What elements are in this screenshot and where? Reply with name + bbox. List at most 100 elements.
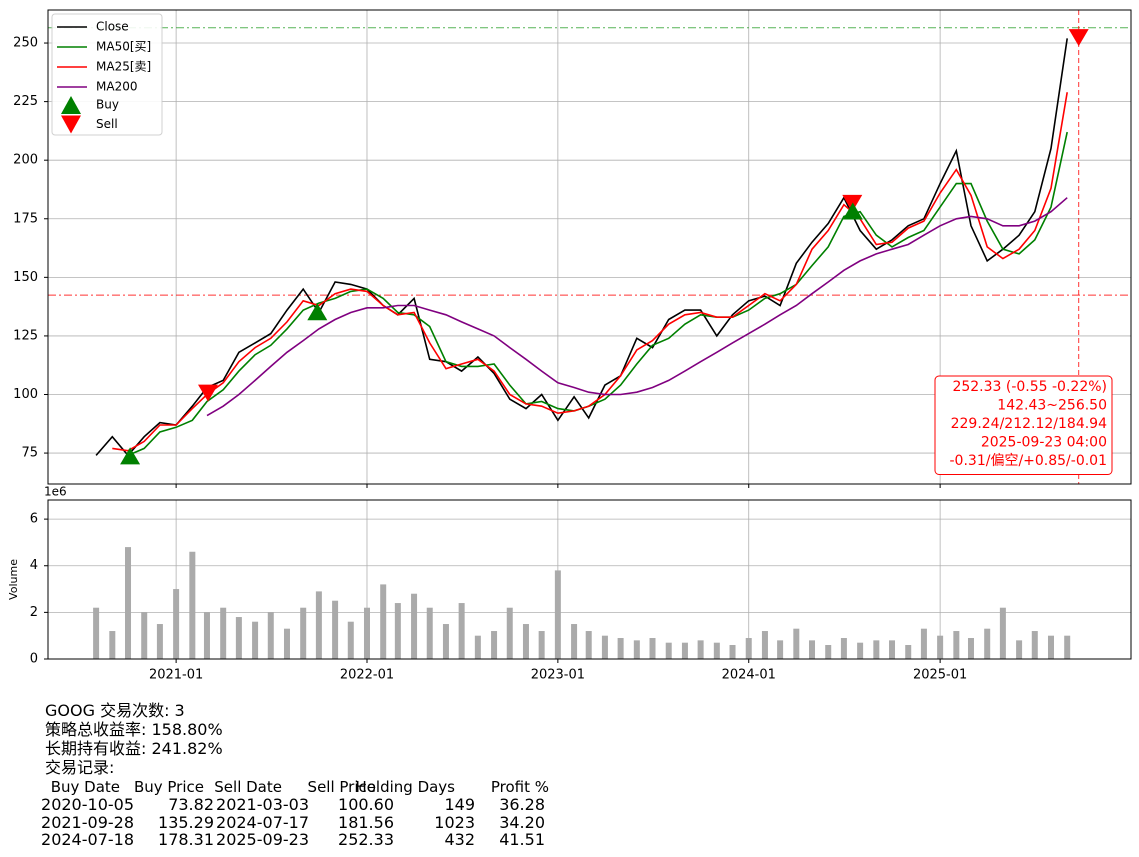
volume-bar [729,645,736,659]
buy-marker [842,202,863,220]
table-cell: 2021-03-03 [216,795,309,814]
legend-label: MA50[买] [96,40,151,54]
table-header: Buy Price [133,778,204,796]
volume-bar [141,612,148,659]
table-cell: 252.33 [338,830,394,849]
volume-bar [426,607,433,659]
volume-bar [761,631,768,659]
volume-bar [411,593,418,659]
table-header: Buy Date [50,778,120,796]
annotation-text: -0.31/偏空/+0.85/-0.01 [950,453,1108,469]
table-cell: 149 [444,795,475,814]
volume-bar [173,589,180,659]
volume-bar [777,640,784,659]
volume-bar [745,638,752,659]
volume-bar [189,551,196,659]
y-tick-label: 75 [21,446,38,461]
volume-bar [491,631,498,659]
volume-bar [1047,635,1054,659]
table-cell: 2021-09-28 [41,812,134,832]
volume-bar [681,642,688,659]
volume-bar [267,612,274,659]
volume-bar [156,624,163,659]
summary-line: 策略总收益率: 158.80% [45,720,223,739]
series-line [206,197,1068,417]
table-cell: 36.28 [499,795,545,814]
series-line [112,92,1068,452]
y-axis-label: Volume [7,559,20,600]
legend-label: Sell [96,117,118,131]
volume-bar [283,628,290,659]
volume-bar [203,612,210,659]
table-cell: 2025-09-23 [216,830,309,849]
volume-bar [347,621,354,659]
summary-line: 长期持有收益: 241.82% [45,739,223,758]
volume-bar [825,645,832,659]
table-header: Profit % [490,778,549,796]
table-cell: 135.29 [158,812,214,832]
volume-bar [953,631,960,659]
plot-frame [47,9,1132,485]
volume-bar [601,635,608,659]
volume-bar [873,640,880,659]
volume-bar [967,638,974,659]
y-tick-label: 250 [13,36,38,51]
legend-marker [61,115,81,134]
annotation-text: 142.43~256.50 [997,398,1107,414]
volume-bar [984,628,991,659]
legend-marker [61,96,81,114]
volume-bar [571,624,578,659]
volume-bar [999,607,1006,659]
volume-bar [889,640,896,659]
volume-bar [394,603,401,659]
volume-bar [793,628,800,659]
y-tick-label: 0 [30,652,38,667]
volume-bar [1016,640,1023,659]
volume-bar [332,600,339,659]
volume-bar [633,640,640,659]
y-tick-label: 2 [30,605,38,620]
volume-bar [252,621,259,659]
volume-bar [506,607,513,659]
volume-bar [522,624,529,659]
series-line [95,38,1068,457]
sell-marker [198,384,219,402]
volume-bar [300,607,307,659]
volume-bar [538,631,545,659]
volume-bar [665,642,672,659]
table-cell: 34.20 [499,812,545,832]
table-header: Sell Price [307,778,376,796]
table-cell: 181.56 [338,812,394,832]
volume-bar [93,607,100,659]
volume-bar [697,640,704,659]
volume-bar [840,638,847,659]
volume-bar [617,638,624,659]
table-cell: 432 [444,830,475,849]
volume-bar [920,628,927,659]
buy-marker [307,303,328,321]
table-cell: 2020-10-05 [41,795,134,814]
volume-bar [109,631,116,659]
table-cell: 2024-07-18 [41,830,134,849]
buy-marker [120,447,141,465]
volume-bar [809,640,816,659]
x-tick-label: 2022-01 [340,668,394,683]
axis-offset-label: 1e6 [44,485,67,499]
volume-bar [235,617,242,659]
volume-bar [713,642,720,659]
volume-bar [442,624,449,659]
table-cell: 1023 [434,812,475,832]
table-cell: 41.51 [499,830,545,849]
y-tick-label: 4 [30,558,38,573]
volume-bar [1031,631,1038,659]
y-tick-label: 125 [13,328,38,343]
legend-label: Buy [96,98,119,112]
volume-bar [363,607,370,659]
legend-box [51,13,163,136]
y-tick-label: 175 [13,211,38,226]
annotation-text: 252.33 (-0.55 -0.22%) [952,379,1107,395]
y-tick-label: 100 [13,387,38,402]
table-header: Sell Date [214,778,282,796]
y-tick-label: 200 [13,153,38,168]
volume-bar [905,645,912,659]
